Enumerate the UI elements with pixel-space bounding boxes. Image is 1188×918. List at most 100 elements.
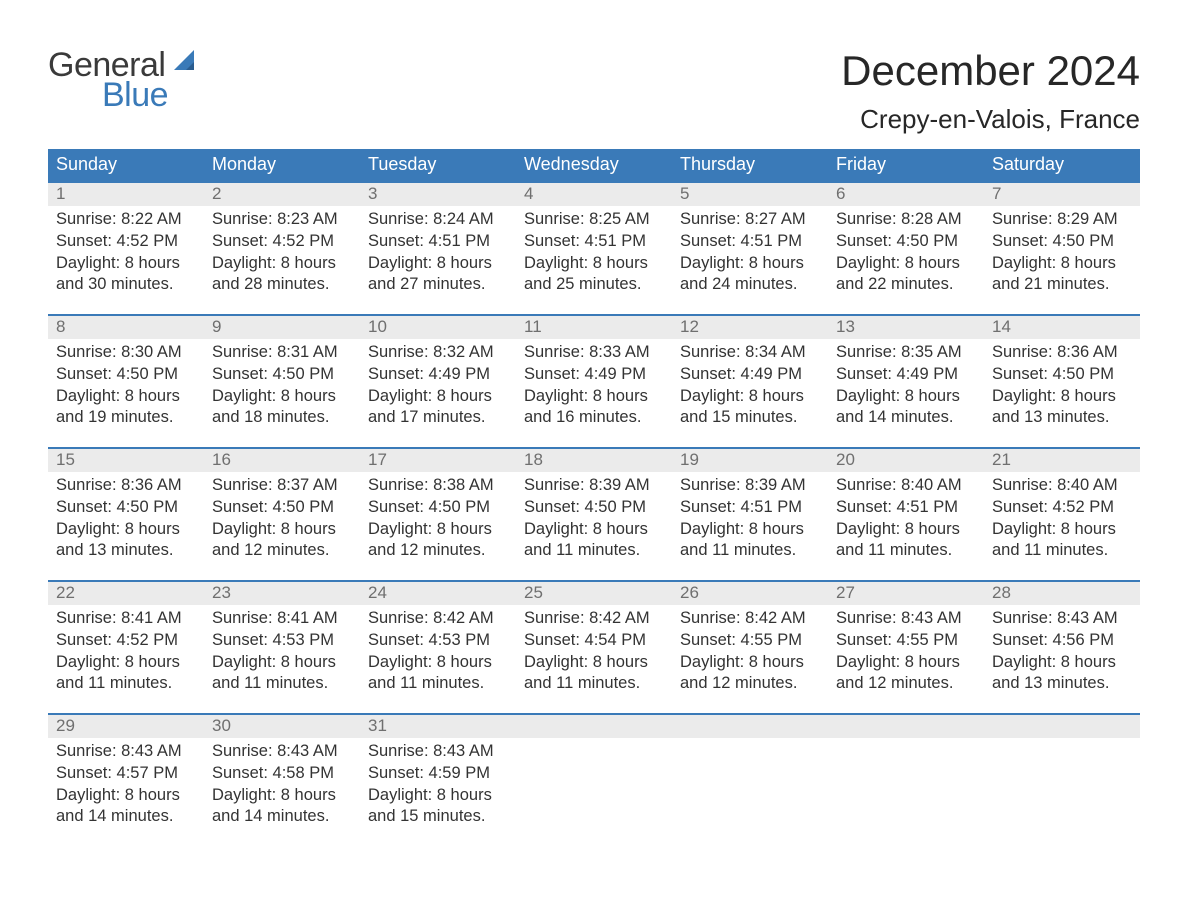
- day-details: [672, 738, 828, 846]
- day-number: 6: [828, 183, 984, 206]
- sunrise-line: Sunrise: 8:22 AM: [56, 209, 196, 231]
- day-details: Sunrise: 8:42 AMSunset: 4:55 PMDaylight:…: [672, 605, 828, 713]
- sunset-line: Sunset: 4:51 PM: [680, 231, 820, 253]
- brand-logo: General Blue: [48, 48, 202, 112]
- daylight-line1: Daylight: 8 hours: [836, 386, 976, 408]
- daylight-line1: Daylight: 8 hours: [212, 519, 352, 541]
- daylight-line1: Daylight: 8 hours: [836, 253, 976, 275]
- daylight-line1: Daylight: 8 hours: [212, 386, 352, 408]
- sunset-line: Sunset: 4:58 PM: [212, 763, 352, 785]
- sunset-line: Sunset: 4:49 PM: [524, 364, 664, 386]
- day-details: Sunrise: 8:36 AMSunset: 4:50 PMDaylight:…: [984, 339, 1140, 447]
- sunset-line: Sunset: 4:53 PM: [368, 630, 508, 652]
- day-details: Sunrise: 8:40 AMSunset: 4:52 PMDaylight:…: [984, 472, 1140, 580]
- sunrise-line: Sunrise: 8:40 AM: [836, 475, 976, 497]
- daylight-line1: Daylight: 8 hours: [524, 253, 664, 275]
- sunrise-line: Sunrise: 8:36 AM: [992, 342, 1132, 364]
- sunrise-line: Sunrise: 8:43 AM: [56, 741, 196, 763]
- week-block: 1234567Sunrise: 8:22 AMSunset: 4:52 PMDa…: [48, 181, 1140, 314]
- day-details: Sunrise: 8:28 AMSunset: 4:50 PMDaylight:…: [828, 206, 984, 314]
- sunrise-line: Sunrise: 8:42 AM: [524, 608, 664, 630]
- sunset-line: Sunset: 4:51 PM: [680, 497, 820, 519]
- day-number: 15: [48, 449, 204, 472]
- daylight-line1: Daylight: 8 hours: [56, 253, 196, 275]
- daylight-line1: Daylight: 8 hours: [56, 386, 196, 408]
- day-details: [828, 738, 984, 846]
- sail-icon: [172, 48, 202, 83]
- daylight-line2: and 15 minutes.: [680, 407, 820, 429]
- sunrise-line: Sunrise: 8:32 AM: [368, 342, 508, 364]
- sunset-line: Sunset: 4:51 PM: [524, 231, 664, 253]
- daylight-line1: Daylight: 8 hours: [368, 519, 508, 541]
- daylight-line1: Daylight: 8 hours: [212, 253, 352, 275]
- sunset-line: Sunset: 4:53 PM: [212, 630, 352, 652]
- daylight-line2: and 21 minutes.: [992, 274, 1132, 296]
- sunrise-line: Sunrise: 8:28 AM: [836, 209, 976, 231]
- day-number: 16: [204, 449, 360, 472]
- daylight-line1: Daylight: 8 hours: [680, 386, 820, 408]
- daylight-line1: Daylight: 8 hours: [836, 519, 976, 541]
- sunset-line: Sunset: 4:49 PM: [368, 364, 508, 386]
- day-number: 29: [48, 715, 204, 738]
- day-details: Sunrise: 8:36 AMSunset: 4:50 PMDaylight:…: [48, 472, 204, 580]
- day-number: 7: [984, 183, 1140, 206]
- sunset-line: Sunset: 4:50 PM: [212, 497, 352, 519]
- weekday-header-row: SundayMondayTuesdayWednesdayThursdayFrid…: [48, 149, 1140, 181]
- daylight-line2: and 13 minutes.: [992, 407, 1132, 429]
- day-number: 22: [48, 582, 204, 605]
- day-number: [984, 715, 1140, 738]
- sunset-line: Sunset: 4:54 PM: [524, 630, 664, 652]
- day-details: Sunrise: 8:43 AMSunset: 4:57 PMDaylight:…: [48, 738, 204, 846]
- header-row: General Blue December 2024 Crepy-en-Valo…: [48, 48, 1140, 135]
- sunset-line: Sunset: 4:52 PM: [56, 231, 196, 253]
- brand-text-block: General Blue: [48, 48, 168, 112]
- day-number: 11: [516, 316, 672, 339]
- sunset-line: Sunset: 4:49 PM: [836, 364, 976, 386]
- day-number: 8: [48, 316, 204, 339]
- location-label: Crepy-en-Valois, France: [841, 104, 1140, 135]
- day-details: Sunrise: 8:22 AMSunset: 4:52 PMDaylight:…: [48, 206, 204, 314]
- day-details: [984, 738, 1140, 846]
- day-number: 26: [672, 582, 828, 605]
- daylight-line2: and 19 minutes.: [56, 407, 196, 429]
- day-details: Sunrise: 8:25 AMSunset: 4:51 PMDaylight:…: [516, 206, 672, 314]
- day-details: Sunrise: 8:39 AMSunset: 4:51 PMDaylight:…: [672, 472, 828, 580]
- sunrise-line: Sunrise: 8:39 AM: [524, 475, 664, 497]
- daylight-line2: and 13 minutes.: [992, 673, 1132, 695]
- sunrise-line: Sunrise: 8:43 AM: [368, 741, 508, 763]
- day-details: Sunrise: 8:27 AMSunset: 4:51 PMDaylight:…: [672, 206, 828, 314]
- daylight-line1: Daylight: 8 hours: [368, 785, 508, 807]
- day-number: 4: [516, 183, 672, 206]
- daylight-line2: and 14 minutes.: [212, 806, 352, 828]
- sunset-line: Sunset: 4:50 PM: [56, 364, 196, 386]
- weekday-cell: Wednesday: [516, 149, 672, 181]
- sunrise-line: Sunrise: 8:43 AM: [992, 608, 1132, 630]
- day-number: 18: [516, 449, 672, 472]
- day-details: Sunrise: 8:37 AMSunset: 4:50 PMDaylight:…: [204, 472, 360, 580]
- sunset-line: Sunset: 4:52 PM: [992, 497, 1132, 519]
- day-details: [516, 738, 672, 846]
- daylight-line2: and 30 minutes.: [56, 274, 196, 296]
- daylight-line1: Daylight: 8 hours: [56, 519, 196, 541]
- daynum-row: 1234567: [48, 183, 1140, 206]
- daylight-line2: and 12 minutes.: [680, 673, 820, 695]
- sunset-line: Sunset: 4:50 PM: [992, 364, 1132, 386]
- daylight-line2: and 11 minutes.: [680, 540, 820, 562]
- daylight-line1: Daylight: 8 hours: [524, 386, 664, 408]
- daylight-line1: Daylight: 8 hours: [368, 386, 508, 408]
- daylight-line2: and 11 minutes.: [836, 540, 976, 562]
- details-row: Sunrise: 8:43 AMSunset: 4:57 PMDaylight:…: [48, 738, 1140, 846]
- day-number: 27: [828, 582, 984, 605]
- day-details: Sunrise: 8:29 AMSunset: 4:50 PMDaylight:…: [984, 206, 1140, 314]
- sunset-line: Sunset: 4:57 PM: [56, 763, 196, 785]
- daynum-row: 22232425262728: [48, 582, 1140, 605]
- daylight-line2: and 24 minutes.: [680, 274, 820, 296]
- day-number: 20: [828, 449, 984, 472]
- day-number: [516, 715, 672, 738]
- daylight-line2: and 14 minutes.: [56, 806, 196, 828]
- sunrise-line: Sunrise: 8:43 AM: [212, 741, 352, 763]
- day-number: 14: [984, 316, 1140, 339]
- daylight-line1: Daylight: 8 hours: [992, 519, 1132, 541]
- sunrise-line: Sunrise: 8:37 AM: [212, 475, 352, 497]
- daylight-line2: and 11 minutes.: [212, 673, 352, 695]
